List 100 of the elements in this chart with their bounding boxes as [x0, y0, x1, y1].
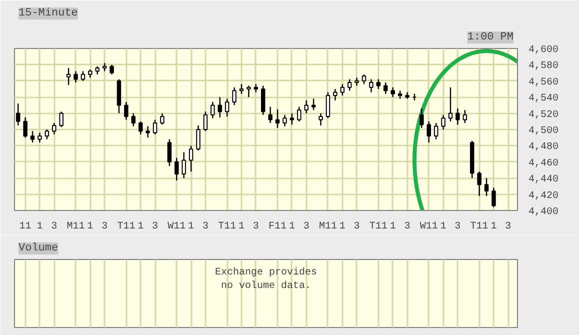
x-tick-label: 1	[440, 222, 446, 232]
candlestick	[441, 114, 446, 130]
candlestick	[456, 108, 460, 126]
candlestick	[16, 102, 20, 126]
candlestick	[196, 124, 200, 152]
candlestick	[152, 119, 158, 135]
candlestick	[44, 128, 50, 140]
candlestick	[74, 70, 78, 84]
candlestick	[318, 112, 323, 126]
candlestick	[66, 67, 71, 86]
x-tick-label: M11	[66, 222, 85, 232]
candlestick	[80, 70, 86, 82]
candlestick	[426, 120, 431, 144]
x-tick-label: T11	[369, 222, 388, 232]
x-tick-label: W11	[168, 222, 186, 232]
x-tick-label: 3	[252, 222, 259, 232]
y-tick-label: 4,400	[528, 207, 559, 218]
x-tick-label: 1	[390, 222, 396, 232]
x-tick-label: 1	[36, 222, 43, 232]
candlestick	[282, 114, 287, 127]
candlestick	[131, 112, 136, 127]
x-tick-label: 3	[505, 222, 512, 232]
y-tick-label: 4,520	[528, 110, 559, 121]
candlestick	[260, 85, 266, 116]
candlestick	[59, 111, 64, 128]
x-tick-label: T11	[117, 222, 136, 232]
candlestick	[326, 92, 330, 119]
candlestick	[52, 122, 56, 135]
candlestick	[124, 101, 128, 120]
x-tick-label: W11	[420, 222, 438, 232]
candlestick	[492, 187, 496, 208]
candlestick	[203, 111, 208, 132]
x-tick-label: F11	[268, 222, 287, 232]
candlestick	[167, 138, 172, 167]
candlestick	[38, 132, 42, 144]
y-tick-label: 4,580	[528, 61, 559, 72]
chart-title: 15-Minute	[18, 8, 78, 20]
candlestick	[110, 64, 114, 76]
candlestick	[304, 100, 308, 114]
x-tick-label: 1	[238, 222, 245, 232]
candlestick	[275, 108, 280, 128]
candlestick	[138, 120, 143, 135]
y-tick-label: 4,460	[528, 158, 559, 170]
x-tick-label: 3	[404, 222, 410, 232]
y-tick-label: 4,500	[528, 126, 559, 137]
candlestick	[420, 108, 424, 128]
x-tick-label: 3	[454, 222, 461, 232]
y-tick-label: 4,420	[528, 190, 559, 202]
candlestick	[434, 122, 438, 140]
text: Exchange provides no volume data.	[214, 266, 318, 292]
candlestick	[376, 78, 381, 90]
candlestick	[448, 86, 453, 122]
x-tick-label: 11	[19, 222, 32, 232]
x-tick-label: 3	[51, 222, 58, 232]
x-tick-label: M11	[318, 222, 337, 232]
y-tick-label: 4,560	[528, 77, 559, 88]
y-tick-label: 4,540	[528, 94, 559, 105]
candlestick	[232, 86, 236, 106]
x-tick-label: 1	[339, 222, 346, 232]
candlestick	[182, 152, 186, 179]
x-tick-label: 3	[152, 222, 158, 232]
x-tick-label: 3	[102, 222, 108, 232]
x-tick-label: T11	[470, 222, 488, 232]
text: Volume	[18, 242, 58, 254]
x-tick-label: 3	[303, 222, 310, 232]
x-tick-label: 3	[202, 222, 208, 232]
candlestick	[484, 178, 489, 197]
candlestick	[347, 78, 352, 92]
y-tick-label: 4,480	[528, 142, 559, 154]
x-tick-label: 1	[188, 222, 194, 232]
candlestick	[30, 130, 35, 144]
candlestick	[477, 171, 482, 197]
candlestick	[384, 82, 388, 94]
x-tick-label: 1	[490, 222, 497, 232]
candlestick	[333, 88, 338, 101]
candlestick	[174, 157, 179, 182]
text: 1:00 PM	[467, 32, 514, 44]
y-tick-label: 4,600	[528, 45, 559, 56]
candlestick	[210, 101, 215, 119]
candlestick	[160, 112, 164, 126]
candlestick	[311, 98, 316, 111]
candlestick	[268, 106, 272, 124]
candlestick	[188, 145, 194, 172]
candlestick	[146, 126, 150, 138]
candlestick	[224, 98, 230, 118]
candlestick	[354, 77, 359, 86]
candlestick	[23, 116, 28, 138]
x-tick-label: 1	[87, 222, 94, 232]
candlestick	[340, 84, 345, 96]
candlestick	[369, 78, 374, 93]
candlestick	[462, 109, 468, 124]
x-tick-label: 1	[138, 222, 144, 232]
x-tick-label: T11	[218, 222, 236, 232]
y-tick-label: 4,440	[528, 174, 559, 186]
candlestick	[297, 106, 302, 122]
candlestick	[390, 86, 395, 98]
candlestick	[218, 96, 222, 118]
candlestick	[239, 84, 244, 94]
x-tick-label: 1	[288, 222, 295, 232]
candlestick	[290, 112, 294, 126]
